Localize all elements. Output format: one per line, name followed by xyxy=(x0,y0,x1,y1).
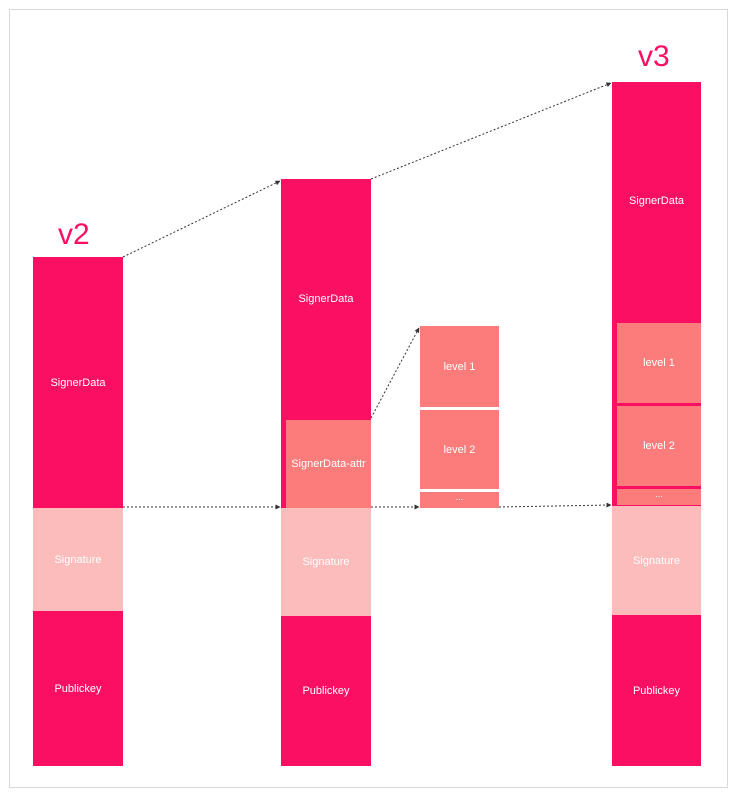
v2-publickey-label: Publickey xyxy=(54,682,102,695)
v2-signer-data-label: SignerData xyxy=(50,376,106,389)
v3-publickey-label: Publickey xyxy=(632,684,681,697)
v3-level-1-block: level 1 xyxy=(617,323,701,403)
level-more-block: ... xyxy=(420,492,499,508)
v3-level-1-label: level 1 xyxy=(643,357,675,369)
v2-signature-label: Signature xyxy=(54,553,102,566)
mid-signer-data-label: SignerData xyxy=(298,293,354,305)
v3-level-2-block: level 2 xyxy=(617,406,701,486)
v3-publickey-block: Publickey xyxy=(612,615,701,766)
mid-signer-data-attr-block: SignerData-attr xyxy=(286,420,371,508)
v3-level-more-label: ... xyxy=(655,489,663,499)
level-1-label: level 1 xyxy=(443,360,476,373)
arrow-attr-to-levels xyxy=(370,327,420,419)
mid-signature-block: Signature xyxy=(281,508,371,616)
v3-level-more-block: ... xyxy=(617,489,701,505)
level-more-label: ... xyxy=(455,492,464,502)
level-2-block: level 2 xyxy=(420,410,499,489)
v3-signer-data-label: SignerData xyxy=(628,195,685,207)
v3-signature-block: Signature xyxy=(612,506,701,615)
v2-signer-data-block: SignerData xyxy=(33,257,123,508)
mid-publickey-block: Publickey xyxy=(281,616,371,766)
v2-signature-block: Signature xyxy=(33,508,123,611)
arrow-v2-to-mid-top xyxy=(122,180,281,258)
version-label-v2: v2 xyxy=(58,218,90,251)
mid-publickey-label: Publickey xyxy=(302,685,350,697)
mid-signer-data-attr-label: SignerData-attr xyxy=(291,458,366,470)
mid-signature-label: Signature xyxy=(302,556,350,568)
version-label-v3: v3 xyxy=(638,40,670,73)
v2-publickey-block: Publickey xyxy=(33,611,123,766)
v3-level-2-label: level 2 xyxy=(643,440,675,452)
arrow-mid-to-v3-top xyxy=(370,82,612,180)
level-2-label: level 2 xyxy=(443,443,476,456)
level-1-block: level 1 xyxy=(420,326,499,407)
arrow-levels-to-v3-signature xyxy=(498,502,612,508)
v3-signature-label: Signature xyxy=(632,554,681,567)
